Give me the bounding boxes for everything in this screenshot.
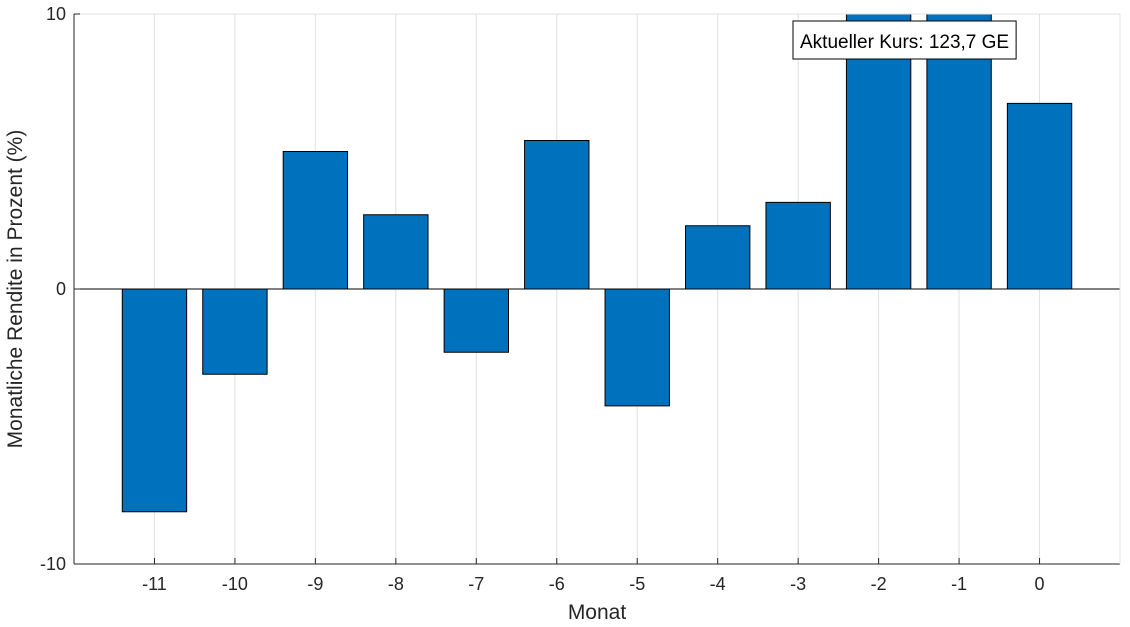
y-tick-label: 10 (46, 4, 66, 24)
x-tick-label: -8 (388, 574, 404, 594)
annotation-text: Aktueller Kurs: 123,7 GE (800, 32, 1009, 53)
bar (524, 140, 590, 290)
x-tick-label: 0 (1035, 574, 1045, 594)
bars (121, 13, 1073, 513)
price-annotation: Aktueller Kurs: 123,7 GE (792, 20, 1017, 60)
y-tick-label: 0 (56, 279, 66, 299)
bar (282, 151, 349, 290)
x-tick-labels: -11 -10 -9 -8 -7 -6 -5 -4 -3 -2 -1 0 (142, 574, 1044, 594)
axes (73, 13, 1121, 565)
x-tick-label: -6 (549, 574, 565, 594)
bar (845, 13, 912, 290)
bar (1006, 102, 1073, 290)
bar (363, 214, 429, 290)
x-tick-label: -10 (222, 574, 248, 594)
bar (685, 225, 751, 290)
x-tick-label: -5 (629, 574, 645, 594)
y-tick-labels: -10 0 10 (40, 4, 66, 574)
x-tick-label: -2 (871, 574, 887, 594)
x-axis-title: Monat (568, 601, 627, 624)
bar (604, 288, 670, 407)
bar (926, 13, 992, 290)
bar (443, 288, 509, 353)
x-tick-label: -9 (307, 574, 323, 594)
x-tick-label: -1 (951, 574, 967, 594)
y-axis-title: Monatliche Rendite in Prozent (%) (4, 130, 27, 449)
bar (202, 288, 268, 375)
y-tick-label: -10 (40, 554, 66, 574)
annotation-box (792, 20, 1017, 60)
bar (121, 288, 188, 513)
bar (765, 201, 831, 290)
x-tick-label: -11 (142, 574, 167, 594)
x-tick-label: -7 (468, 574, 484, 594)
x-tick-label: -3 (790, 574, 806, 594)
x-tick-label: -4 (710, 574, 726, 594)
